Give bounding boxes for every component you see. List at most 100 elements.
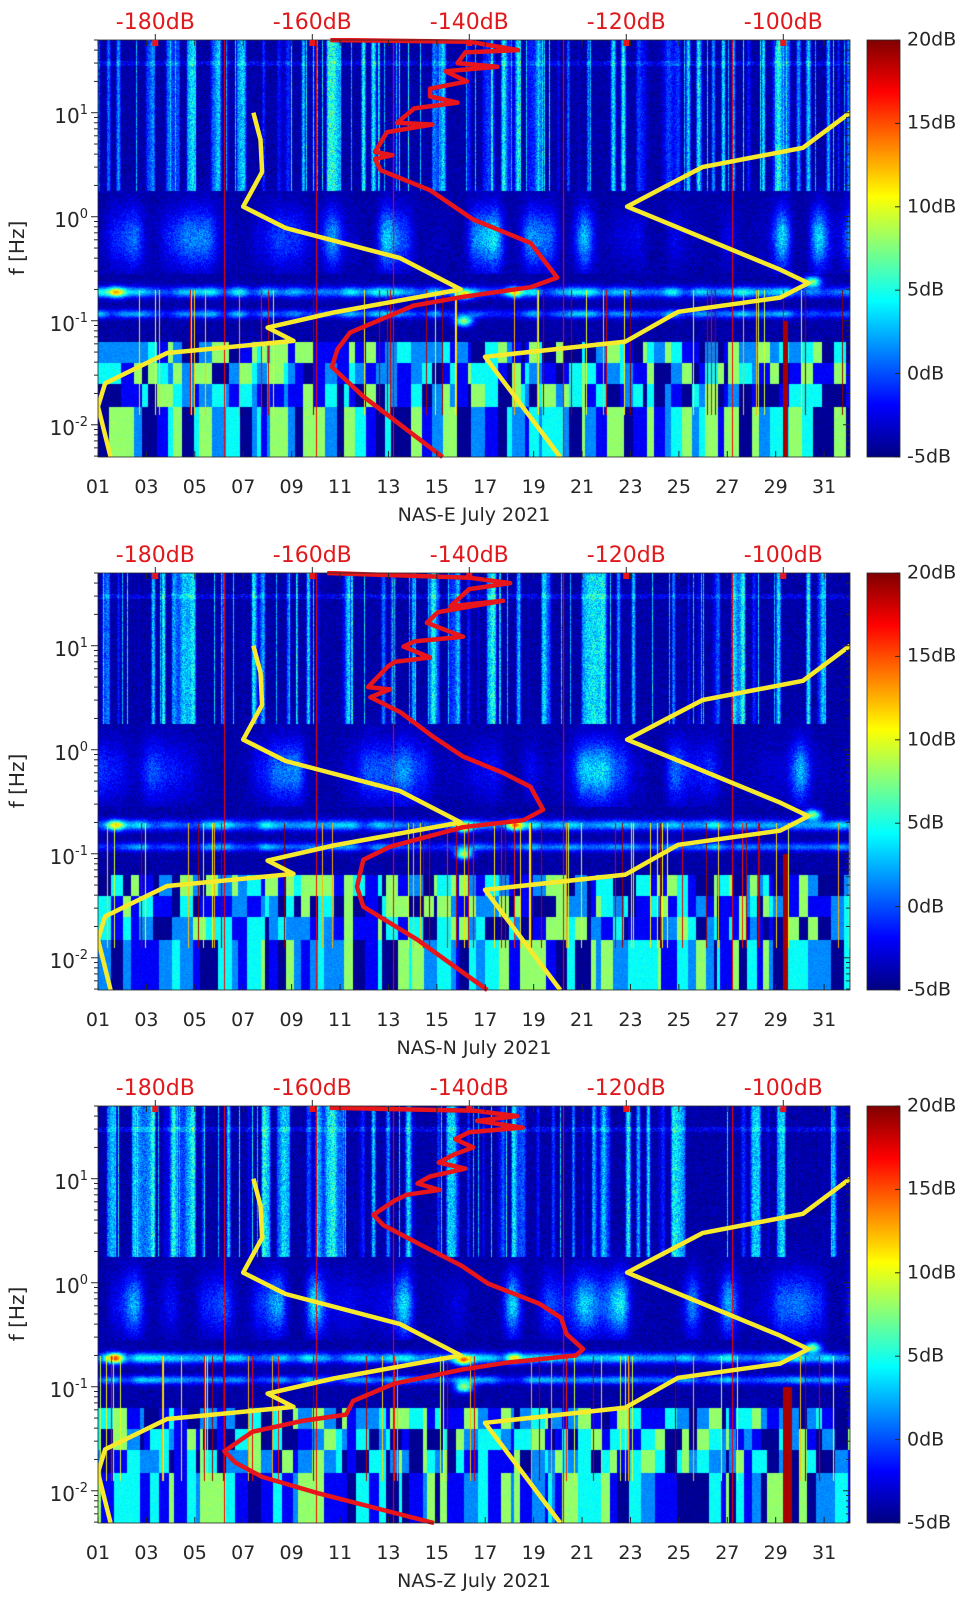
- x-tick-label: 19: [521, 476, 546, 498]
- x-tick-label: 15: [424, 476, 449, 498]
- high-noise-model-curve: [482, 1176, 850, 1525]
- x-tick-label: 01: [85, 1542, 111, 1564]
- y-tick-base: 10: [54, 740, 80, 765]
- colorbar-tick-label: 10dB: [907, 195, 957, 218]
- colorbar: [866, 1105, 901, 1524]
- x-tick-label: 29: [763, 476, 788, 498]
- top-axis-marker: [466, 1106, 473, 1112]
- x-tick-label: 23: [618, 1542, 643, 1564]
- x-tick-label: 21: [569, 1542, 595, 1564]
- y-tick-base: 10: [54, 1273, 80, 1298]
- x-tick-label: 21: [569, 476, 595, 498]
- colorbar-tick-label: 15dB: [907, 1177, 957, 1200]
- high-noise-model-curve: [482, 110, 850, 459]
- y-tick-base: 10: [54, 103, 80, 128]
- x-tick-label: 11: [327, 1542, 353, 1564]
- x-tick-label: 11: [327, 1009, 353, 1031]
- station-psd-curve: [329, 38, 560, 459]
- x-tick-label: 27: [715, 476, 740, 498]
- colorbar-tick-label: 10dB: [907, 1261, 957, 1284]
- top-axis-marker: [780, 40, 787, 46]
- y-tick-label: 100: [54, 208, 88, 230]
- x-tick-label: 21: [569, 1009, 595, 1031]
- y-tick-exponent: 0: [79, 739, 88, 755]
- y-tick-label: 10-2: [50, 949, 88, 971]
- top-axis-marker: [309, 573, 316, 579]
- y-tick-label: 10-2: [50, 416, 88, 438]
- y-tick-exponent: 0: [79, 206, 88, 222]
- x-tick-label: 23: [618, 1009, 643, 1031]
- low-noise-model-curve: [98, 645, 463, 991]
- x-tick-label: 13: [376, 476, 401, 498]
- colorbar-tick-label: -5dB: [907, 445, 952, 468]
- x-tick-label: 29: [763, 1009, 788, 1031]
- y-tick-base: 10: [49, 1377, 76, 1402]
- spectrogram-panel: 01 03 05 07 09 11 13 15 17 19 21 23 25 27 29 31 -180dB -1…: [0, 0, 962, 533]
- x-tick-label: 05: [182, 1009, 207, 1031]
- x-tick-label: 11: [327, 476, 353, 498]
- colorbar-tick-label: 20dB: [907, 28, 957, 51]
- top-axis-tick-label: -100dB: [743, 1076, 823, 1101]
- y-tick-label: 10-1: [50, 312, 88, 334]
- x-axis-label: NAS-Z July 2021: [397, 1570, 551, 1592]
- top-axis-marker: [152, 573, 159, 579]
- x-tick-label: 19: [521, 1009, 546, 1031]
- x-tick-label: 07: [231, 1009, 256, 1031]
- y-tick-label: 10-1: [50, 845, 88, 867]
- colorbar-tick-label: 5dB: [907, 278, 945, 301]
- top-axis-marker: [152, 40, 159, 46]
- x-tick-label: 31: [812, 476, 837, 498]
- colorbar-tick-label: 0dB: [907, 895, 945, 918]
- top-axis-marker: [780, 1106, 787, 1112]
- x-tick-label: 17: [473, 1542, 498, 1564]
- y-axis-label: f [Hz]: [5, 1286, 29, 1342]
- top-axis-tick-label: -180dB: [115, 10, 195, 35]
- y-tick-exponent: 1: [79, 1168, 88, 1184]
- spectrogram-panel: 01 03 05 07 09 11 13 15 17 19 21 23 25 27 29 31 -180dB -1…: [0, 1066, 962, 1599]
- x-tick-label: 07: [231, 1542, 256, 1564]
- x-tick-label: 01: [85, 1009, 111, 1031]
- top-axis-marker: [623, 573, 630, 579]
- x-tick-label: 07: [231, 476, 256, 498]
- top-axis-tick-label: -160dB: [272, 543, 352, 568]
- y-tick-base: 10: [54, 207, 80, 232]
- colorbar: [866, 39, 901, 458]
- y-tick-base: 10: [49, 1481, 76, 1506]
- y-tick-exponent: 1: [79, 635, 88, 651]
- chart-overlay: [91, 1100, 901, 1525]
- top-axis-marker: [466, 573, 473, 579]
- top-axis-tick-label: -120dB: [586, 543, 666, 568]
- y-tick-exponent: -2: [75, 414, 88, 430]
- top-axis-tick-label: -140dB: [429, 10, 509, 35]
- y-tick-base: 10: [54, 1169, 80, 1194]
- x-tick-label: 01: [85, 476, 111, 498]
- top-axis-tick-label: -100dB: [743, 10, 823, 35]
- x-tick-label: 17: [473, 476, 498, 498]
- top-axis-marker: [309, 40, 316, 46]
- y-axis-label: f [Hz]: [5, 220, 29, 276]
- axes-frame: [97, 572, 851, 991]
- colorbar-tick-label: 15dB: [907, 644, 957, 667]
- top-axis-marker: [623, 40, 630, 46]
- x-axis-label: NAS-E July 2021: [397, 504, 551, 526]
- y-tick-exponent: -1: [75, 843, 88, 859]
- colorbar-tick-label: -5dB: [907, 1511, 952, 1534]
- chart-overlay: [91, 34, 901, 459]
- y-tick-exponent: 0: [79, 1272, 88, 1288]
- y-tick-base: 10: [49, 948, 76, 973]
- x-tick-label: 31: [812, 1542, 837, 1564]
- y-tick-exponent: -2: [75, 947, 88, 963]
- top-axis-tick-label: -140dB: [429, 543, 509, 568]
- colorbar-tick-label: 10dB: [907, 728, 957, 751]
- colorbar-tick-label: 15dB: [907, 111, 957, 134]
- colorbar-tick-label: 20dB: [907, 1094, 957, 1117]
- x-tick-label: 27: [715, 1542, 740, 1564]
- x-tick-label: 19: [521, 1542, 546, 1564]
- y-tick-base: 10: [49, 415, 76, 440]
- spectrogram-panel: 01 03 05 07 09 11 13 15 17 19 21 23 25 27 29 31 -180dB -1…: [0, 533, 962, 1066]
- top-axis-tick-label: -180dB: [115, 543, 195, 568]
- top-axis-marker: [466, 40, 473, 46]
- x-tick-label: 15: [424, 1542, 449, 1564]
- top-axis-tick-label: -160dB: [272, 1076, 352, 1101]
- x-tick-label: 27: [715, 1009, 740, 1031]
